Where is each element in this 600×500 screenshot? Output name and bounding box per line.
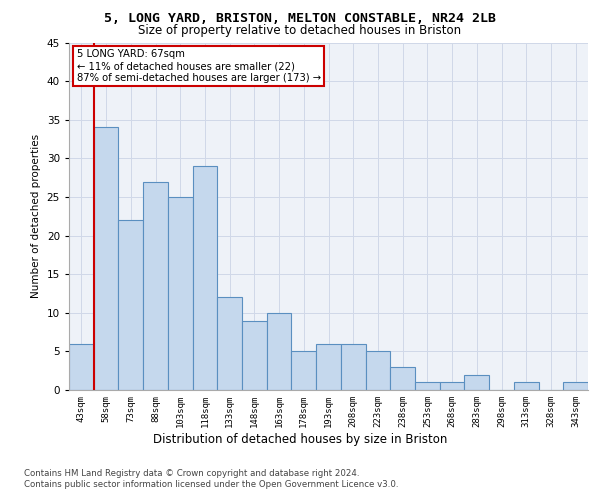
Bar	[143, 182, 168, 390]
Bar	[464, 374, 489, 390]
Bar	[118, 220, 143, 390]
Text: 5, LONG YARD, BRISTON, MELTON CONSTABLE, NR24 2LB: 5, LONG YARD, BRISTON, MELTON CONSTABLE,…	[104, 12, 496, 25]
Bar	[341, 344, 365, 390]
Bar	[267, 313, 292, 390]
Bar	[217, 298, 242, 390]
Text: Contains public sector information licensed under the Open Government Licence v3: Contains public sector information licen…	[24, 480, 398, 489]
Text: 5 LONG YARD: 67sqm
← 11% of detached houses are smaller (22)
87% of semi-detache: 5 LONG YARD: 67sqm ← 11% of detached hou…	[77, 50, 321, 82]
Bar	[292, 352, 316, 390]
Bar	[365, 352, 390, 390]
Bar	[514, 382, 539, 390]
Text: Size of property relative to detached houses in Briston: Size of property relative to detached ho…	[139, 24, 461, 37]
Bar	[563, 382, 588, 390]
Bar	[440, 382, 464, 390]
Bar	[168, 197, 193, 390]
Bar	[415, 382, 440, 390]
Y-axis label: Number of detached properties: Number of detached properties	[31, 134, 41, 298]
Bar	[316, 344, 341, 390]
Text: Contains HM Land Registry data © Crown copyright and database right 2024.: Contains HM Land Registry data © Crown c…	[24, 469, 359, 478]
Bar	[94, 128, 118, 390]
Bar	[69, 344, 94, 390]
Bar	[390, 367, 415, 390]
Bar	[242, 320, 267, 390]
Bar	[193, 166, 217, 390]
Text: Distribution of detached houses by size in Briston: Distribution of detached houses by size …	[153, 432, 447, 446]
